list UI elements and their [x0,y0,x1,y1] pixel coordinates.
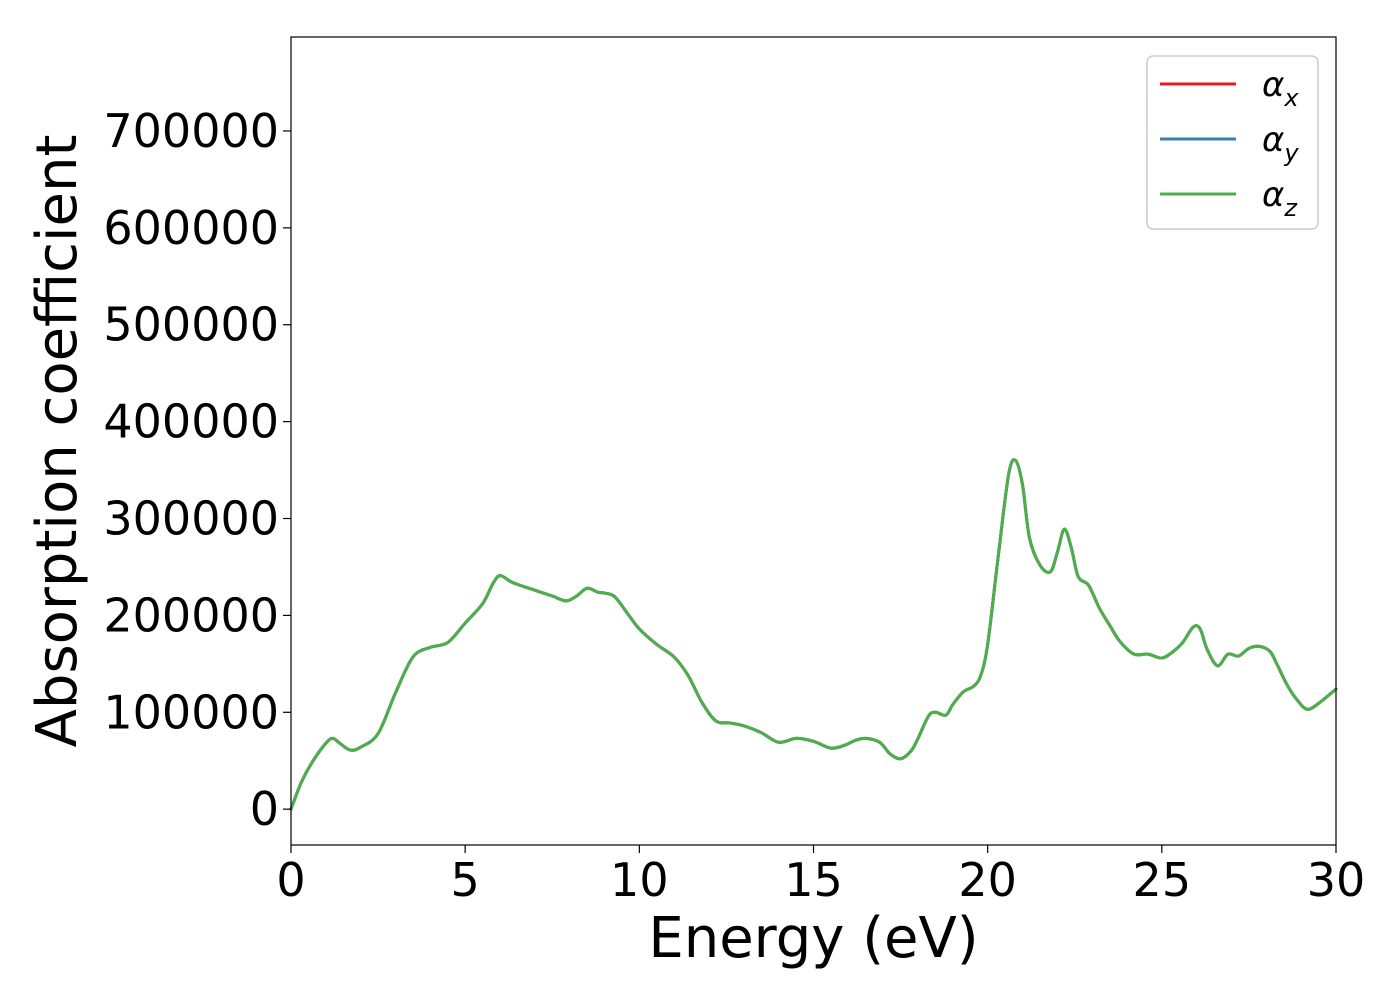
y-tick-label: 100000 [103,685,279,739]
y-tick-label: 200000 [103,588,279,642]
x-tick-label: 15 [784,853,843,907]
legend-label-symbol: α [1262,120,1284,160]
series-line-z [289,458,1338,811]
y-tick-label: 600000 [103,201,279,255]
legend-label-subscript: x [1283,84,1299,112]
y-axis-title: Absorption coefficient [25,135,90,748]
legend-label-symbol: α [1262,175,1284,215]
y-tick-label: 0 [250,782,279,836]
x-tick-label: 25 [1133,853,1192,907]
x-tick-label: 0 [276,853,305,907]
x-tick-label: 30 [1307,853,1366,907]
x-tick-label: 5 [451,853,480,907]
y-axis: 0 100000 200000 300000 400000 500000 600000 700… [103,104,291,836]
x-axis: 0 5 10 15 20 25 30 [276,845,1365,907]
y-tick-label: 400000 [103,395,279,449]
legend-label-z: αz [1262,175,1298,222]
legend-label-y: αy [1262,120,1299,167]
x-tick-label: 10 [610,853,669,907]
y-tick-label: 700000 [103,104,279,158]
legend-box [1146,55,1319,230]
legend-label-subscript: y [1283,139,1299,167]
series-layer [289,458,1338,811]
x-axis-title: Energy (eV) [648,906,978,971]
legend-label-x: αx [1262,65,1299,112]
y-tick-label: 300000 [103,492,279,546]
x-tick-label: 20 [958,853,1017,907]
legend-label-subscript: z [1283,194,1298,222]
legend-label-symbol: α [1262,65,1284,105]
y-tick-label: 500000 [103,298,279,352]
